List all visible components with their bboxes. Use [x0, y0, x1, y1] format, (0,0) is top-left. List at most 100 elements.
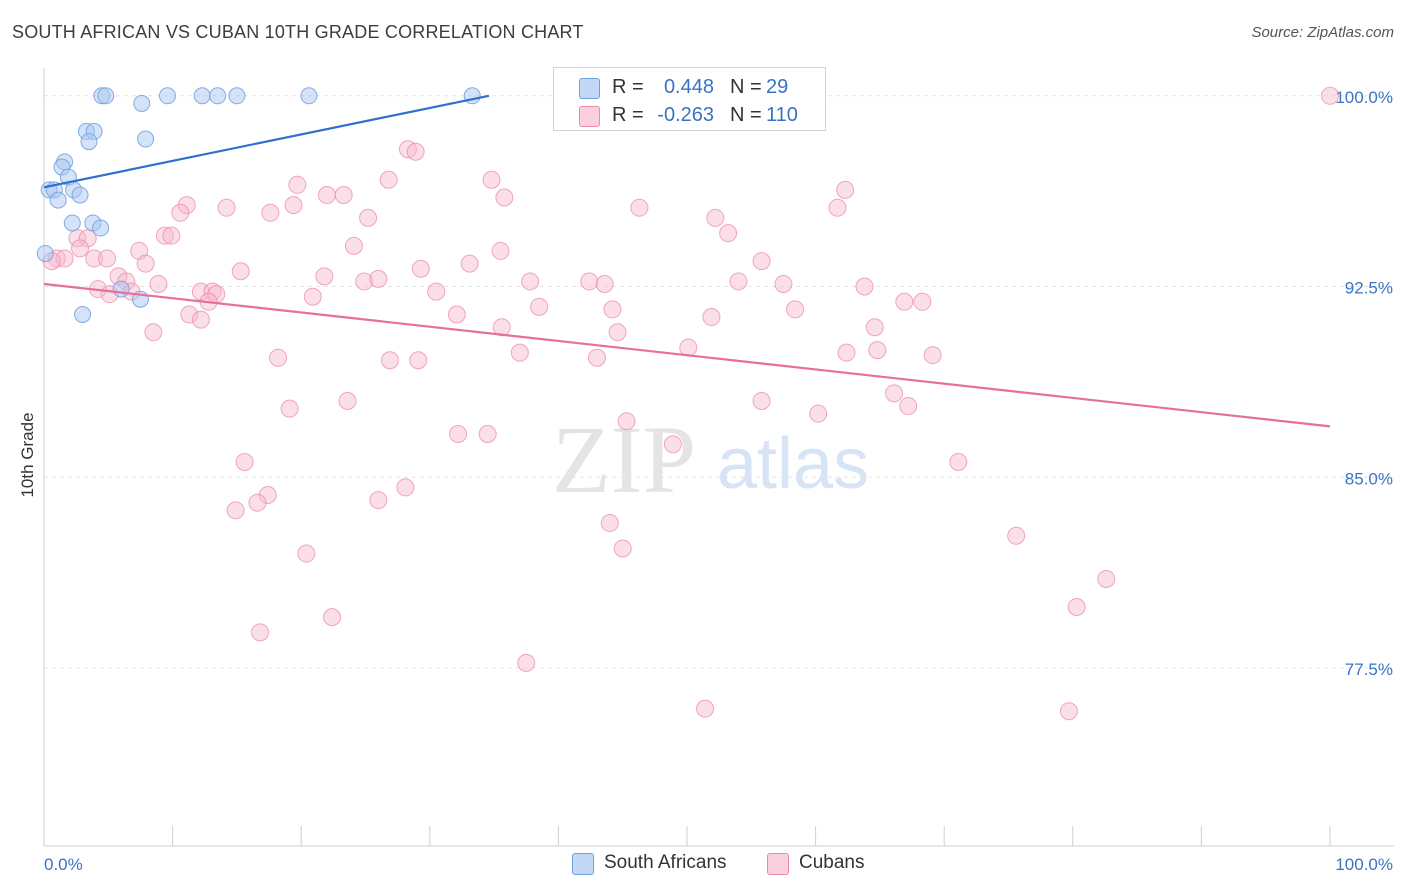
cubans-point	[949, 453, 968, 471]
cubans-point	[1059, 702, 1078, 721]
cubans-point	[885, 384, 904, 403]
cubans-point	[258, 486, 277, 505]
cubans-point	[837, 343, 856, 362]
legend-label-cubans: Cubans	[799, 852, 865, 873]
cubans-point	[323, 608, 342, 627]
cubans-point	[297, 544, 316, 563]
cubans-point	[478, 425, 497, 444]
cubans-point	[380, 351, 399, 370]
cubans-point	[144, 323, 163, 342]
legend-swatch-south-africans	[572, 853, 594, 875]
cubans-point	[261, 203, 280, 222]
cubans-point	[729, 272, 748, 291]
y-axis-label: 10th Grade	[18, 412, 37, 498]
cubans-point	[447, 305, 466, 324]
cubans-point	[595, 274, 614, 293]
cubans-point	[288, 175, 307, 194]
legend-r-label: R =	[612, 104, 644, 126]
cubans-point	[217, 198, 236, 217]
cubans-point	[706, 208, 725, 227]
legend-r-value: -0.263	[657, 104, 714, 126]
cubans-point	[409, 351, 428, 370]
south-africans-point	[80, 133, 98, 151]
cubans-point	[482, 170, 501, 189]
south-africans-point	[228, 87, 246, 105]
y-tick-label: 92.5%	[1345, 279, 1393, 298]
cubans-point	[334, 185, 353, 204]
cubans-point	[235, 453, 254, 471]
y-tick-label: 100.0%	[1335, 88, 1393, 107]
cubans-point	[449, 425, 468, 444]
cubans-point	[149, 274, 168, 293]
cubans-point	[495, 188, 514, 207]
cubans-point	[177, 196, 196, 215]
cubans-point	[865, 318, 884, 337]
cubans-point	[180, 305, 199, 324]
cubans-point	[521, 272, 540, 291]
cubans-point	[530, 297, 549, 316]
cubans-point	[315, 267, 334, 286]
legend-n-value: 110	[766, 104, 798, 126]
south-africans-point	[71, 186, 89, 204]
cubans-point	[406, 142, 425, 161]
watermark-zip: ZIP	[552, 406, 696, 513]
cubans-point	[427, 282, 446, 301]
cubans-points	[42, 86, 1339, 721]
south-africans-point	[209, 87, 227, 105]
cubans-point	[303, 287, 322, 306]
south-africans-point	[92, 219, 110, 237]
cubans-point	[1321, 86, 1339, 105]
south-africans-point	[158, 87, 176, 105]
south-africans-point	[36, 244, 54, 262]
south-africans-point	[137, 130, 155, 148]
cubans-point	[1007, 526, 1026, 545]
cubans-point	[1097, 569, 1116, 588]
cubans-point	[868, 341, 887, 360]
cubans-trend-line	[43, 282, 1331, 428]
cubans-point	[460, 254, 479, 273]
cubans-point	[752, 252, 771, 271]
watermark: ZIP atlas	[552, 406, 869, 513]
cubans-point	[317, 185, 336, 204]
cubans-point	[369, 491, 388, 510]
cubans-point	[411, 259, 430, 278]
legend-r-value: 0.448	[663, 76, 714, 98]
cubans-point	[899, 397, 918, 416]
south-africans-point	[63, 214, 81, 232]
legend-row-south-africans: R = 0.448 N = 29	[554, 74, 825, 100]
cubans-point	[603, 300, 622, 319]
cubans-point	[396, 478, 415, 497]
legend-swatch-south-africans	[579, 78, 600, 99]
cubans-point	[608, 323, 627, 342]
trend-lines	[43, 94, 1331, 428]
watermark-atlas: atlas	[717, 424, 869, 504]
y-tick-label: 85.0%	[1345, 469, 1393, 488]
cubans-point	[752, 391, 771, 410]
cubans-point	[280, 399, 299, 418]
south-africans-point	[112, 280, 130, 298]
legend-row-cubans: R = -0.263 N = 110	[554, 102, 825, 128]
cubans-point	[248, 493, 267, 512]
cubans-point	[136, 254, 155, 273]
cubans-point	[226, 501, 245, 520]
cubans-point	[171, 203, 190, 222]
legend-n-label: N =	[730, 104, 762, 126]
x-tick-label: 100.0%	[1335, 855, 1393, 874]
correlation-legend: R = 0.448 N = 29 R = -0.263 N = 110	[553, 67, 826, 131]
cubans-point	[510, 343, 529, 362]
cubans-point	[379, 170, 398, 189]
south-africans-point	[49, 191, 67, 209]
south-africans-point	[193, 87, 211, 105]
cubans-point	[663, 435, 682, 454]
legend-r-label: R =	[612, 76, 644, 98]
series-legend: South Africans Cubans	[0, 851, 1406, 877]
chart-title: SOUTH AFRICAN VS CUBAN 10TH GRADE CORREL…	[12, 22, 584, 42]
cubans-point	[923, 346, 942, 365]
cubans-point	[98, 249, 117, 268]
south-africans-point	[300, 87, 318, 105]
cubans-point	[828, 198, 847, 217]
cubans-point	[1067, 597, 1086, 616]
cubans-point	[774, 274, 793, 293]
cubans-point	[855, 277, 874, 296]
